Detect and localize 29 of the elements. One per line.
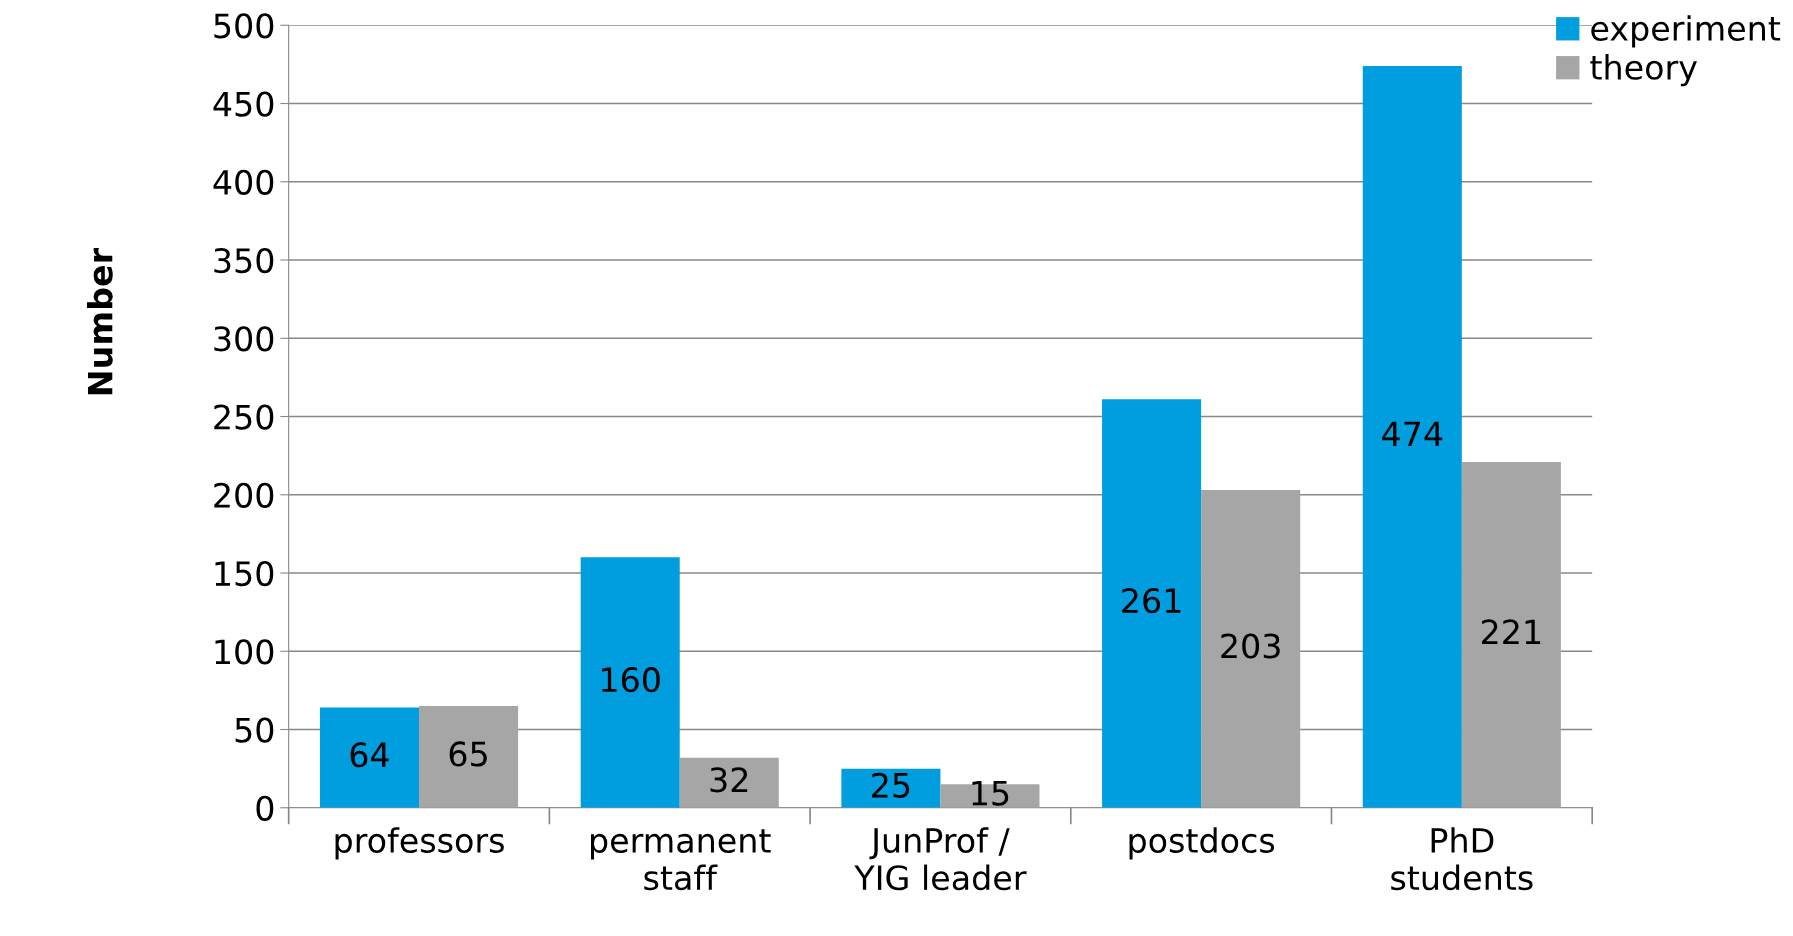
data-label: 160 bbox=[602, 667, 660, 693]
data-label: 65 bbox=[449, 741, 487, 767]
x-tick-label: PhD students bbox=[1391, 827, 1533, 891]
data-label: 261 bbox=[1122, 587, 1181, 614]
y-tick-label: 300 bbox=[214, 326, 274, 352]
data-label: 474 bbox=[1382, 421, 1443, 447]
x-tick-label: permanent staff bbox=[590, 829, 771, 891]
y-tick-label: 250 bbox=[214, 404, 274, 430]
data-label: 221 bbox=[1482, 619, 1541, 645]
data-label: 32 bbox=[710, 767, 748, 793]
data-label: 15 bbox=[972, 780, 1009, 806]
y-axis-title: Number bbox=[86, 248, 113, 395]
y-tick-label: 500 bbox=[214, 13, 274, 39]
y-tick-label: 400 bbox=[213, 169, 274, 195]
legend-label: experiment bbox=[1591, 15, 1781, 48]
data-label: 25 bbox=[872, 772, 910, 798]
x-tick-label: JunProf / YIG leader bbox=[854, 827, 1027, 891]
data-label: 64 bbox=[350, 742, 389, 768]
y-tick-label: 100 bbox=[215, 639, 274, 665]
y-tick-label: 200 bbox=[214, 482, 274, 508]
y-tick-label: 50 bbox=[235, 717, 274, 743]
y-tick-label: 0 bbox=[256, 795, 274, 821]
x-tick-label: professors bbox=[335, 827, 504, 860]
y-tick-label: 450 bbox=[213, 91, 274, 117]
x-tick-label: postdocs bbox=[1129, 827, 1275, 860]
y-tick-label: 350 bbox=[214, 247, 274, 274]
legend-label: theory bbox=[1590, 54, 1697, 87]
data-label: 203 bbox=[1221, 633, 1280, 659]
y-tick-label: 150 bbox=[215, 560, 274, 587]
